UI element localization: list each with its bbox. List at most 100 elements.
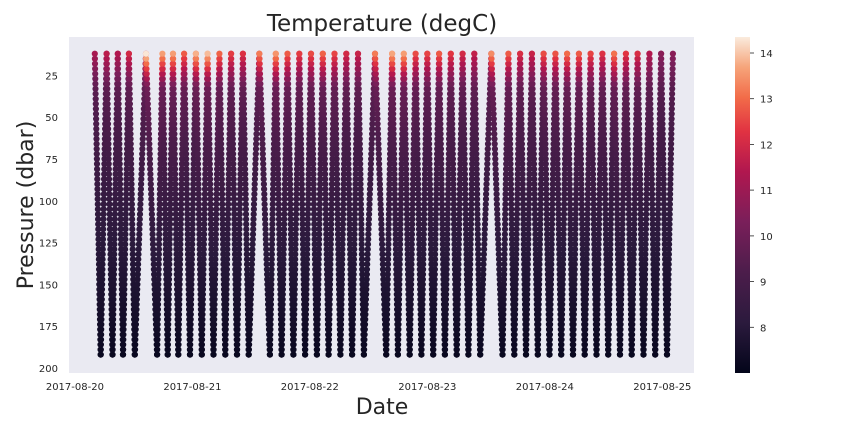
data-point (126, 100, 133, 107)
data-point (212, 236, 219, 243)
data-point (243, 246, 250, 253)
data-point (93, 155, 100, 163)
data-point (100, 196, 107, 203)
data-point (101, 160, 108, 168)
data-point (155, 286, 162, 293)
data-point (147, 171, 154, 178)
data-point (128, 186, 135, 193)
data-point (166, 271, 173, 278)
data-point (188, 261, 195, 268)
data-point (189, 241, 196, 248)
data-point (176, 286, 183, 293)
data-point (138, 181, 145, 188)
data-point (134, 271, 141, 278)
data-point (240, 100, 247, 107)
data-point (172, 201, 179, 208)
data-point (240, 90, 247, 97)
data-point (262, 216, 269, 223)
data-point (279, 316, 286, 323)
data-point (247, 286, 255, 293)
data-point (169, 50, 177, 57)
data-point (116, 181, 124, 188)
data-point (176, 271, 183, 278)
data-point (123, 160, 130, 168)
data-point (177, 241, 184, 248)
data-point (128, 191, 135, 198)
data-point (127, 140, 134, 148)
data-point (182, 105, 189, 112)
data-point (193, 90, 200, 97)
data-point (116, 140, 123, 148)
data-point (183, 186, 190, 193)
data-point (189, 206, 196, 213)
data-point (262, 231, 269, 238)
data-point (120, 306, 127, 313)
data-point (106, 226, 114, 233)
data-point (195, 171, 202, 178)
data-point (260, 166, 267, 173)
data-point (193, 70, 200, 77)
data-point (116, 155, 123, 163)
data-point (224, 246, 231, 253)
data-point (228, 70, 235, 77)
data-point (205, 120, 213, 127)
data-point (257, 75, 264, 82)
data-point (137, 206, 144, 213)
data-point (190, 166, 197, 173)
data-point (148, 191, 155, 198)
data-point (136, 211, 144, 218)
data-point (133, 301, 140, 308)
data-point (253, 135, 260, 143)
data-point (229, 130, 236, 138)
data-point (115, 85, 122, 92)
data-point (145, 120, 152, 127)
data-point (261, 186, 268, 193)
data-point (170, 100, 177, 107)
data-point (252, 155, 259, 163)
data-point (234, 301, 242, 308)
data-point (242, 166, 249, 173)
data-point (231, 226, 238, 233)
data-point (234, 326, 241, 333)
data-point (167, 191, 174, 198)
data-point (104, 80, 111, 87)
data-point (447, 50, 454, 57)
data-point (206, 135, 213, 143)
data-point (162, 211, 169, 218)
data-point (154, 341, 161, 348)
data-point (171, 125, 178, 132)
data-point (128, 211, 136, 218)
data-point (175, 346, 182, 353)
data-point (201, 211, 208, 218)
data-point (218, 160, 225, 168)
data-point (223, 266, 230, 273)
data-point (218, 150, 225, 158)
data-point (241, 155, 248, 163)
data-point (218, 155, 225, 163)
data-point (207, 196, 214, 203)
data-point (156, 206, 163, 213)
data-point (170, 65, 177, 72)
data-point (229, 105, 236, 112)
data-point (91, 50, 98, 57)
data-point (193, 100, 200, 107)
data-point (164, 346, 171, 353)
data-point (120, 311, 127, 318)
data-point (155, 246, 163, 253)
data-point (220, 241, 227, 248)
data-point (223, 281, 230, 288)
data-point (201, 186, 209, 193)
data-point (183, 176, 190, 183)
data-point (217, 120, 224, 127)
data-point (128, 206, 136, 213)
data-point (212, 241, 219, 248)
data-point (261, 191, 268, 198)
data-point (144, 105, 152, 112)
data-point (178, 181, 185, 188)
data-point (213, 211, 220, 218)
data-point (149, 216, 156, 223)
data-point (127, 130, 134, 138)
data-point (267, 311, 274, 318)
data-point (121, 296, 128, 303)
data-point (198, 346, 205, 353)
